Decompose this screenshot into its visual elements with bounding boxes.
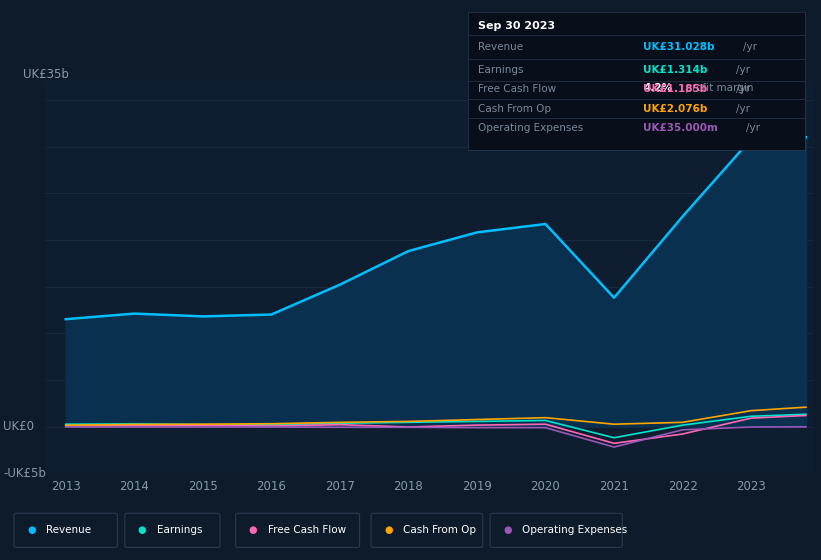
Text: /yr: /yr xyxy=(736,104,750,114)
Text: UK£2.076b: UK£2.076b xyxy=(643,104,708,114)
Text: Free Cash Flow: Free Cash Flow xyxy=(268,525,346,535)
Text: UK£0: UK£0 xyxy=(3,420,34,433)
Text: UK£35b: UK£35b xyxy=(23,68,69,81)
Text: Earnings: Earnings xyxy=(157,525,202,535)
Text: Free Cash Flow: Free Cash Flow xyxy=(478,84,557,94)
Text: /yr: /yr xyxy=(736,65,750,75)
Text: UK£31.028b: UK£31.028b xyxy=(643,41,715,52)
Text: ●: ● xyxy=(138,525,146,535)
Text: 4.2%: 4.2% xyxy=(643,83,672,93)
Text: profit margin: profit margin xyxy=(682,83,754,93)
Text: Cash From Op: Cash From Op xyxy=(403,525,476,535)
Text: ●: ● xyxy=(27,525,35,535)
Text: -UK£5b: -UK£5b xyxy=(3,466,46,480)
Text: /yr: /yr xyxy=(746,123,760,133)
Text: /yr: /yr xyxy=(736,84,750,94)
Text: Operating Expenses: Operating Expenses xyxy=(478,123,584,133)
Text: UK£35.000m: UK£35.000m xyxy=(643,123,718,133)
Text: Revenue: Revenue xyxy=(46,525,91,535)
Text: Sep 30 2023: Sep 30 2023 xyxy=(478,21,555,31)
Text: UK£1.185b: UK£1.185b xyxy=(643,84,708,94)
Text: Earnings: Earnings xyxy=(478,65,524,75)
Text: ●: ● xyxy=(249,525,257,535)
Text: Revenue: Revenue xyxy=(478,41,523,52)
Text: UK£1.314b: UK£1.314b xyxy=(643,65,708,75)
Text: ●: ● xyxy=(384,525,392,535)
Text: /yr: /yr xyxy=(743,41,757,52)
Text: ●: ● xyxy=(503,525,511,535)
Text: Operating Expenses: Operating Expenses xyxy=(522,525,627,535)
Text: Cash From Op: Cash From Op xyxy=(478,104,551,114)
